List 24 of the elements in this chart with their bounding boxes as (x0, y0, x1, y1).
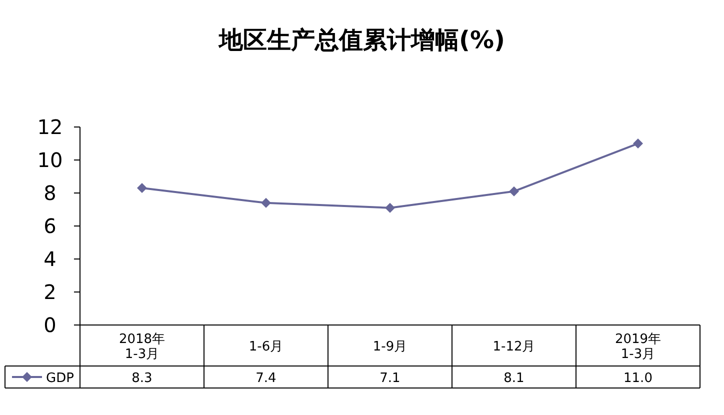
point (137, 183, 147, 194)
y-tick-label: 12 (37, 115, 63, 139)
point (261, 198, 271, 208)
data-label: 8.1 (504, 371, 524, 386)
y-tick-label: 10 (37, 148, 63, 172)
y-tick-label: 4 (44, 247, 56, 271)
y-tick-label: 0 (44, 313, 56, 337)
y-tick-label: 6 (44, 214, 56, 238)
data-label: 7.4 (256, 371, 276, 386)
chart-title: 地区生产总值累计增幅(%) (218, 26, 505, 54)
data-label: 8.3 (132, 371, 152, 386)
y-tick-label: 2 (44, 280, 56, 304)
point (633, 138, 643, 148)
x-tick-label: 1-12月 (492, 340, 536, 354)
legend-label: GDP (46, 371, 74, 386)
point (509, 186, 519, 196)
x-tick-label: 2019年 1-3月 (614, 332, 662, 362)
x-tick-label: 1-6月 (248, 340, 284, 354)
data-label: 11.0 (624, 371, 652, 386)
x-tick-label: 1-9月 (372, 340, 408, 354)
x-tick-label: 2018年 1-3月 (118, 332, 166, 362)
data-label: 7.1 (380, 371, 400, 386)
y-tick-label: 8 (44, 181, 56, 205)
point (385, 202, 395, 213)
